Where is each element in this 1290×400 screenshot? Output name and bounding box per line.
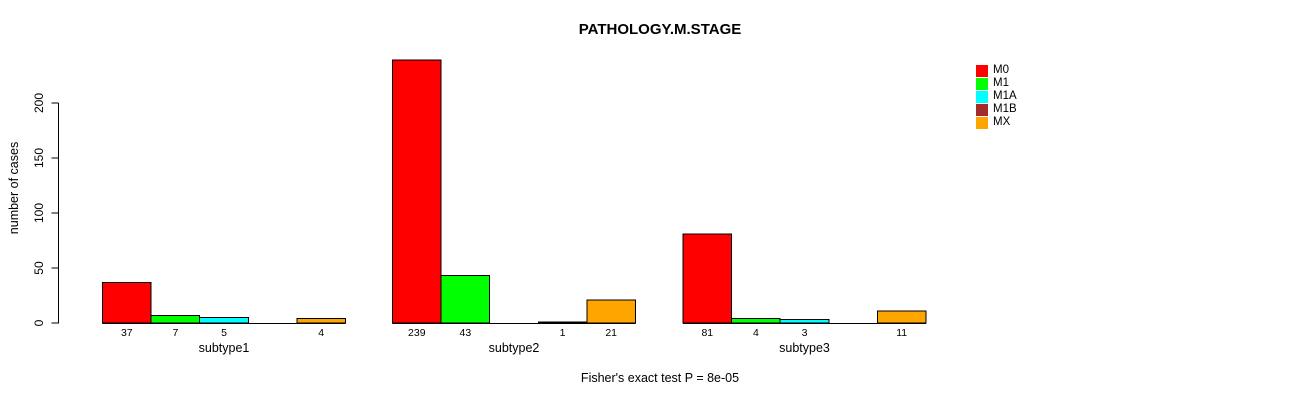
legend-swatch-m1 — [976, 77, 988, 90]
legend-swatch-m1b — [976, 103, 988, 116]
bar-value-label: 11 — [896, 327, 907, 339]
y-tick-label: 150 — [32, 148, 46, 168]
y-tick-label: 50 — [32, 261, 46, 275]
category-label: subtype3 — [779, 341, 830, 355]
legend-label: M1 — [993, 77, 1009, 89]
bar-m1-subtype1 — [150, 314, 201, 324]
y-tick-label: 0 — [32, 319, 46, 326]
legend-label: M1A — [993, 90, 1017, 102]
bar-value-label: 81 — [701, 327, 713, 339]
legend-swatch-m1a — [976, 90, 988, 103]
bar-value-label: 37 — [121, 327, 133, 339]
bar-m1a-subtype3 — [779, 319, 830, 324]
bar-m1-subtype2 — [440, 275, 491, 324]
legend-label: M1B — [993, 103, 1017, 115]
legend: M0 M1 M1A M1B MX — [976, 64, 1017, 129]
bar-m1a-subtype1 — [199, 317, 249, 324]
bar-m0-subtype1 — [102, 281, 152, 324]
bar-mx-subtype1 — [296, 318, 346, 324]
bar-value-label: 4 — [753, 327, 759, 339]
legend-swatch-m0 — [976, 64, 988, 77]
y-tick-label: 200 — [32, 93, 46, 113]
category-label: subtype1 — [199, 341, 250, 355]
legend-item: M1A — [976, 90, 1017, 103]
y-axis-label: number of cases — [7, 141, 21, 235]
legend-item: M0 — [976, 64, 1017, 77]
bar-value-label: 43 — [460, 327, 472, 339]
bar-value-label: 4 — [318, 327, 324, 339]
bar-m1-subtype3 — [731, 318, 781, 324]
bar-m1b-subtype2 — [537, 321, 588, 324]
legend-item: MX — [976, 116, 1017, 129]
legend-label: MX — [993, 116, 1011, 128]
bar-value-label: 1 — [560, 327, 566, 339]
bar-mx-subtype2 — [586, 299, 637, 324]
bar-mx-subtype3 — [876, 310, 927, 324]
stat-test-note: Fisher's exact test P = 8e-05 — [580, 371, 740, 385]
bar-value-label: 3 — [802, 327, 808, 339]
y-tick-label: 100 — [32, 203, 46, 223]
legend-item: M1B — [976, 103, 1017, 116]
bar-m0-subtype2 — [392, 59, 442, 324]
chart-title: PATHOLOGY.M.STAGE — [578, 21, 742, 38]
legend-label: M0 — [993, 64, 1009, 76]
bar-m0-subtype3 — [682, 233, 733, 324]
legend-swatch-mx — [976, 116, 988, 129]
category-label: subtype2 — [489, 341, 540, 355]
bar-value-label: 7 — [172, 327, 178, 339]
bar-value-label: 21 — [605, 327, 617, 339]
legend-item: M1 — [976, 77, 1017, 90]
bar-value-label: 239 — [408, 327, 426, 339]
bar-value-label: 5 — [221, 327, 227, 339]
